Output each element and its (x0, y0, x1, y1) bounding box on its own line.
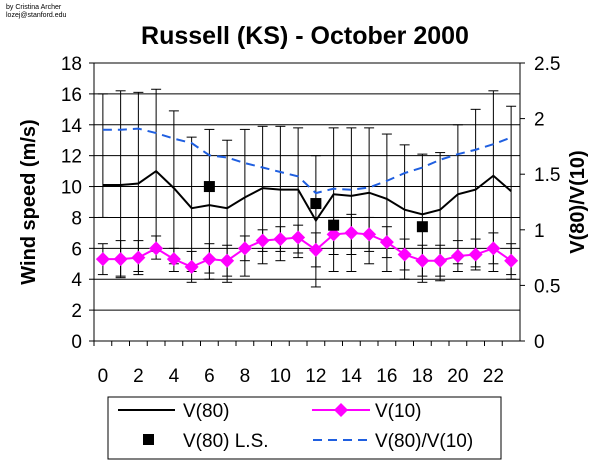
v10-point (220, 253, 235, 268)
author-credit: by Cristina Archer lozej@stanford.edu (6, 4, 66, 20)
legend-label-v80: V(80) (183, 401, 229, 422)
left-tick-label: 12 (61, 147, 82, 168)
v10-point (486, 241, 501, 256)
v10-point (415, 253, 430, 268)
ls-point (310, 198, 322, 210)
legend-label-ls: V(80) L.S. (183, 431, 269, 452)
ratio-series-line (102, 127, 512, 195)
left-tick-label: 6 (71, 239, 82, 260)
v10-point (113, 252, 128, 267)
legend-swatch-ls (143, 434, 154, 445)
right-tick-label: 0 (534, 332, 545, 353)
x-tick-label: 6 (204, 366, 215, 387)
x-axis: 0 2 4 6 8 10 12 14 16 18 20 22 (93, 341, 504, 387)
chart-title: Russell (KS) - October 2000 (141, 22, 469, 50)
v10-point (166, 252, 181, 267)
x-tick-label: 12 (305, 366, 326, 387)
left-tick-label: 14 (61, 116, 83, 137)
x-tick-label: 0 (98, 366, 109, 387)
left-tick-label: 10 (61, 178, 82, 199)
v10-point (308, 242, 323, 257)
x-tick-label: 10 (270, 366, 291, 387)
x-tick-label: 14 (341, 366, 363, 387)
v10-point (202, 252, 217, 267)
v10-point (433, 253, 448, 268)
right-tick-label: 2 (534, 110, 545, 131)
v10-point (450, 249, 465, 264)
right-tick-label: 1.5 (534, 165, 560, 186)
x-tick-label: 22 (483, 366, 504, 387)
right-tick-label: 2.5 (534, 54, 560, 75)
ls-point (416, 221, 428, 233)
left-axis: 0 2 4 6 8 10 12 14 16 18 (61, 54, 94, 353)
credit-email: lozej@stanford.edu (6, 12, 67, 19)
v10-point (379, 235, 394, 250)
x-tick-label: 16 (376, 366, 397, 387)
v10-point (273, 232, 288, 247)
v10-point (344, 225, 359, 240)
v10-point (291, 230, 306, 245)
series-layer (95, 88, 519, 288)
v10-point (255, 233, 270, 248)
v10-point (362, 227, 377, 242)
x-tick-label: 2 (133, 366, 144, 387)
legend-box (107, 396, 502, 460)
v10-point (504, 253, 519, 268)
x-tick-label: 8 (240, 366, 251, 387)
v10-point (237, 241, 252, 256)
left-tick-label: 18 (61, 54, 82, 75)
v10-series-line (102, 231, 512, 268)
credit-author: by Cristina Archer (6, 4, 62, 11)
left-tick-label: 16 (61, 85, 82, 106)
x-tick-label: 4 (169, 366, 180, 387)
v10-point (95, 252, 110, 267)
left-tick-label: 4 (71, 270, 82, 291)
legend-label-v10: V(10) (375, 401, 421, 422)
ls-point (203, 181, 215, 193)
v10-point (149, 241, 164, 256)
gridlines (94, 93, 520, 311)
left-tick-label: 2 (71, 301, 82, 322)
x-tick-label: 18 (412, 366, 433, 387)
right-axis: 0 0.5 1 1.5 2 2.5 (520, 54, 560, 353)
y-axis-label: Wind speed (m/s) (18, 119, 40, 284)
ls-point (328, 219, 340, 231)
v10-point (326, 227, 341, 242)
left-tick-label: 8 (71, 208, 82, 229)
v80-series-line (102, 169, 512, 223)
right-tick-label: 0.5 (534, 276, 560, 297)
v10-point (468, 247, 483, 262)
x-tick-label: 20 (447, 366, 468, 387)
legend-label-ratio: V(80)/V(10) (375, 431, 473, 452)
left-tick-label: 0 (71, 332, 82, 353)
legend: V(80) V(10) V(80) L.S. V(80)/V(10) (107, 396, 502, 460)
v10-point (184, 259, 199, 274)
plot-area (93, 62, 521, 342)
right-tick-label: 1 (534, 221, 545, 242)
legend-swatch-v10-diamond (334, 403, 348, 417)
v10-point (131, 250, 146, 265)
y2-axis-label: V(80)/V(10) (567, 150, 589, 253)
v10-point (397, 247, 412, 262)
